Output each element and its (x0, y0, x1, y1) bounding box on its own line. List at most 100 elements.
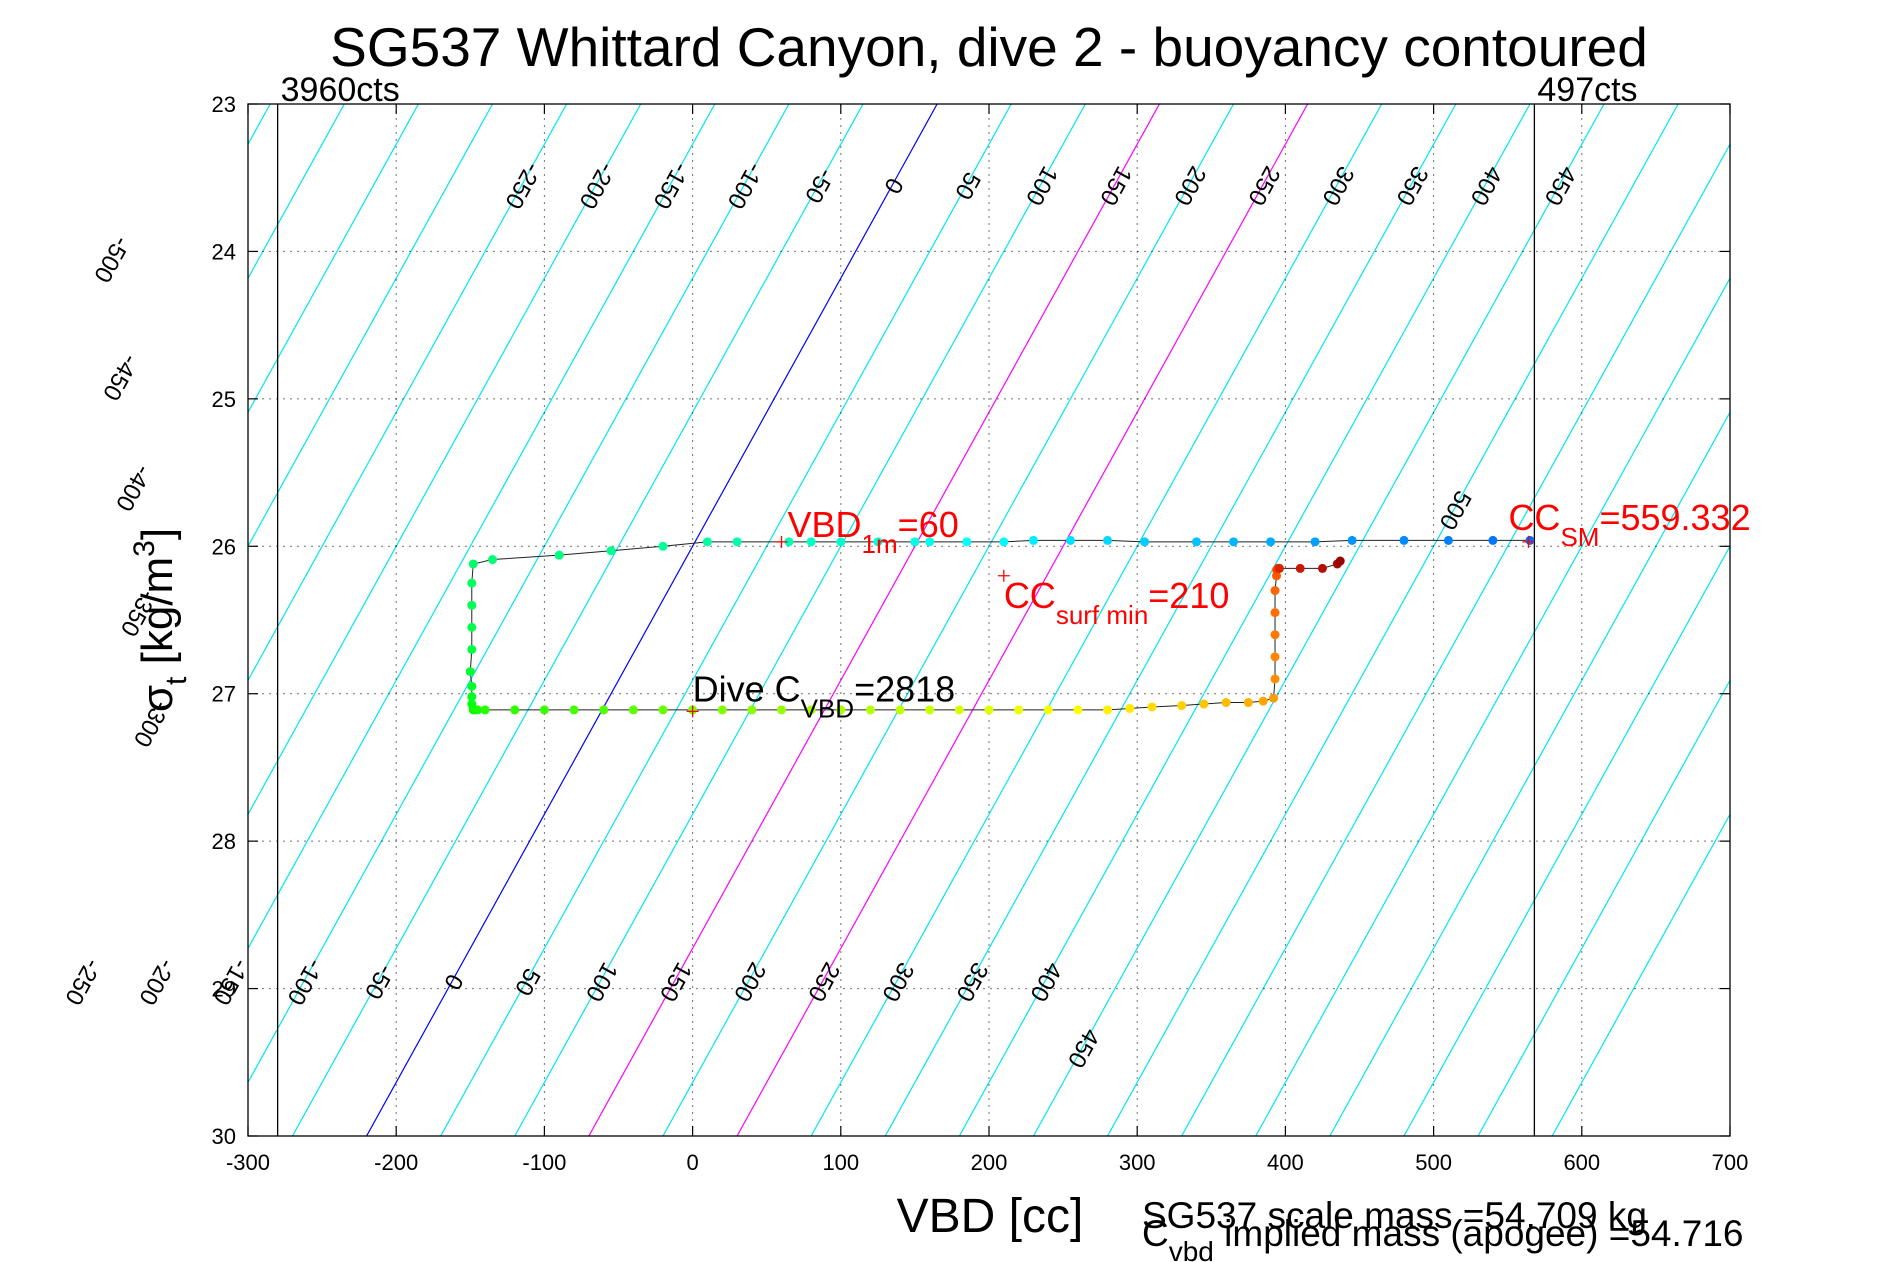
annotation-label: CCsurf min=210 (1004, 575, 1230, 630)
trace-point (467, 681, 477, 691)
trace-point (1243, 698, 1253, 708)
annotation-label: Dive CVBD=2818 (693, 668, 956, 723)
contour-label: 250 (802, 958, 845, 1006)
trace-point (806, 705, 816, 715)
contour-line (514, 104, 1086, 1136)
trace-point (1335, 556, 1345, 566)
trace-point (1347, 535, 1357, 545)
y-tick-label: 28 (212, 829, 236, 854)
trace-point (467, 578, 477, 588)
contour-label: 50 (949, 167, 986, 203)
x-tick-label: 0 (686, 1150, 698, 1175)
trace-point (925, 537, 935, 547)
trace-point (1270, 652, 1280, 662)
trace-point (1488, 535, 1498, 545)
trace-point (1270, 674, 1280, 684)
contour-label: 150 (1094, 162, 1137, 210)
trace-point (1399, 535, 1409, 545)
contour-label: -100 (282, 954, 329, 1009)
contour-label: -50 (359, 960, 399, 1003)
x-tick-label: 700 (1712, 1150, 1749, 1175)
contour-label: 300 (876, 958, 919, 1006)
contour-label: 0 (878, 173, 908, 198)
annotations: VBD1m=60 CCSM=559.332 CCsurf min=210 Dive C… (686, 497, 1751, 723)
annotation-label: CCSM=559.332 (1508, 497, 1750, 552)
trace-point (1073, 705, 1083, 715)
y-axis-label: σt [kg/m3] (128, 528, 193, 712)
contour-line (884, 104, 1457, 1136)
trace-point (1266, 537, 1276, 547)
x-axis-label: VBD [cc] (897, 1190, 1084, 1243)
contour-label: 200 (1168, 162, 1211, 210)
contour-line (248, 104, 419, 414)
trace-point (465, 667, 475, 677)
contour-label: 50 (509, 964, 546, 1000)
trace-point (984, 705, 994, 715)
y-tick-label: 27 (212, 682, 236, 707)
contour-label: -400 (110, 460, 157, 515)
trace-point (910, 537, 920, 547)
trace-point (1269, 693, 1279, 703)
y-tick-label: 23 (212, 92, 236, 117)
contour-label: 250 (1242, 162, 1285, 210)
trace-point (1066, 535, 1076, 545)
y-tick-label: 30 (212, 1124, 236, 1149)
trace-point (925, 705, 935, 715)
annotation-marker (997, 569, 1010, 582)
trace-point (1199, 699, 1209, 709)
contour-label: -200 (573, 158, 620, 213)
trace-point (510, 705, 520, 715)
trace-point (467, 692, 477, 702)
x-tick-label: -300 (226, 1150, 270, 1175)
contour-label: 100 (1020, 162, 1063, 210)
y-tick-label: 26 (212, 534, 236, 559)
y-tick-label: 29 (212, 977, 236, 1002)
trace-point (554, 550, 564, 560)
trace-point (1103, 535, 1113, 545)
contour-label: -500 (88, 232, 135, 287)
trace-point (1125, 703, 1135, 713)
contour-label: 350 (950, 958, 993, 1006)
contour-label: 400 (1024, 958, 1067, 1006)
contour-line (1181, 142, 1730, 1136)
contour-label: -250 (499, 158, 546, 213)
trace-point (1140, 537, 1150, 547)
trace-point (1310, 537, 1320, 547)
trace-point (606, 546, 616, 556)
trace-line (469, 539, 1530, 711)
contour-label: -150 (648, 158, 695, 213)
contour-line (662, 104, 1235, 1136)
x-tick-label: 100 (822, 1150, 859, 1175)
count-marker-label: 497cts (1537, 71, 1637, 109)
contour-line (810, 104, 1383, 1136)
trace-point (1221, 698, 1231, 708)
contour-label: 400 (1465, 162, 1508, 210)
trace-point (747, 705, 757, 715)
trace-point (1270, 586, 1280, 596)
contour-line (440, 104, 1012, 1136)
trace-point (865, 705, 875, 715)
x-tick-label: -200 (374, 1150, 418, 1175)
x-tick-label: -100 (522, 1150, 566, 1175)
scale-mass-note: SG537 scale mass =54.709 kg (1142, 1195, 1647, 1236)
axis-ticks: -300 -200 -100 0 100 200 300 400 500 600 700232425… (212, 92, 1749, 1175)
contour-label: 300 (1316, 162, 1359, 210)
count-markers: 3960cts 497cts (276, 71, 1638, 1136)
contour-line (958, 104, 1531, 1136)
trace-point (702, 537, 712, 547)
trace-point (717, 705, 727, 715)
trace-point (467, 600, 477, 610)
trace-point (628, 705, 638, 715)
trace-point (784, 537, 794, 547)
trace-point (1525, 535, 1535, 545)
trace-point (806, 537, 816, 547)
x-tick-label: 300 (1119, 1150, 1156, 1175)
trace-point (1274, 563, 1284, 573)
trace-point (732, 537, 742, 547)
trace-point (1191, 537, 1201, 547)
contour-line (1329, 411, 1730, 1136)
annotation-marker (686, 705, 699, 718)
trace-point (836, 537, 846, 547)
chart-title: SG537 Whittard Canyon, dive 2 - buoyancy… (330, 16, 1648, 78)
count-marker-label: 3960cts (281, 71, 400, 109)
